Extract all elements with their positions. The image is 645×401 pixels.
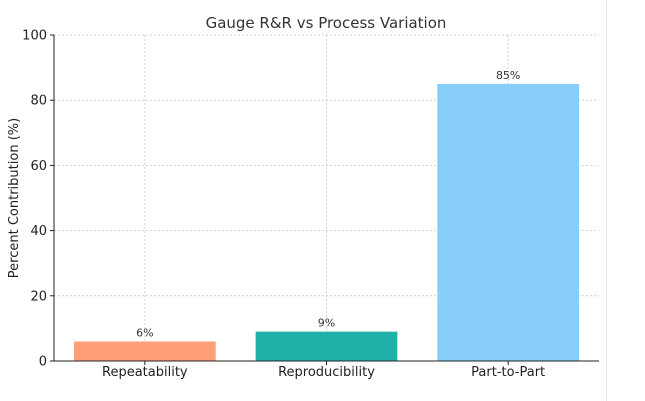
bars-layer: 6% 9% 85% — [73, 69, 580, 362]
axes-layer: 0 20 40 60 80 100 Repeatability Reproducibility… — [22, 29, 599, 380]
y-tick-label: 20 — [30, 289, 47, 304]
x-tick-label: Part-to-Part — [471, 365, 545, 380]
bar-part-to-part — [437, 83, 580, 362]
bar-reproducibility — [255, 331, 398, 361]
y-tick-label: 40 — [30, 224, 47, 239]
x-tick-label: Repeatability — [102, 365, 188, 380]
y-tick-label: 0 — [39, 355, 47, 370]
x-tick-label: Reproducibility — [278, 365, 375, 380]
chart-title: Gauge R&R vs Process Variation — [206, 14, 447, 32]
bar-value-label: 6% — [136, 326, 153, 339]
window-edge-divider — [606, 0, 607, 401]
y-tick-label: 60 — [30, 159, 47, 174]
bar-repeatability — [73, 341, 216, 361]
y-tick-label: 100 — [22, 29, 47, 44]
bar-value-label: 85% — [496, 69, 520, 82]
y-tick-label: 80 — [30, 94, 47, 109]
y-axis-label: Percent Contribution (%) — [7, 118, 22, 278]
bar-value-label: 9% — [318, 317, 335, 330]
